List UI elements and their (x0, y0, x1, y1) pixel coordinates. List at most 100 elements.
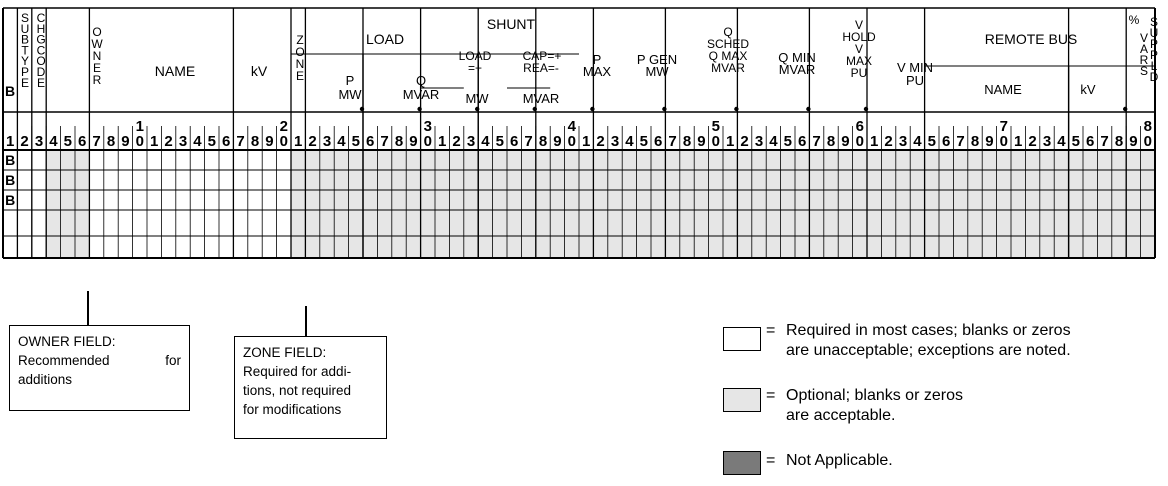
column-number: 6 (222, 133, 230, 150)
legend-swatch-not-applicable (723, 451, 761, 475)
column-number: 7 (236, 133, 244, 150)
vhold-label: HOLD (842, 30, 876, 44)
column-number: 9 (841, 133, 849, 150)
pgen-unit: MW (645, 64, 669, 79)
legend-swatch-optional (723, 388, 761, 412)
column-number: 4 (913, 133, 922, 150)
column-number: 1 (6, 133, 14, 150)
decimal-point-dot (475, 106, 480, 112)
column-number: 1 (726, 133, 734, 150)
column-number: 5 (352, 133, 360, 150)
owner-note-word: Recommended (18, 353, 110, 368)
column-number: 8 (683, 133, 691, 150)
form-grid-lines (2, 7, 1156, 259)
column-number: 7 (524, 133, 532, 150)
decimal-point-dot (590, 106, 595, 112)
zone-note-line: Required for addi- (243, 364, 352, 379)
column-number: 9 (1129, 133, 1137, 150)
column-number: 9 (985, 133, 993, 150)
column-number: 3 (899, 133, 907, 150)
zone-field-note: ZONE FIELD: Required for addi- tions, no… (234, 336, 387, 439)
column-number: 2 (308, 133, 316, 150)
vmin-unit: PU (906, 73, 924, 88)
column-number: 2 (596, 133, 604, 150)
decade-marker: 4 (568, 118, 577, 135)
column-number: 1 (294, 133, 302, 150)
decimal-point-dot (359, 106, 365, 112)
decimal-point-dot (417, 106, 422, 112)
column-number: 8 (395, 133, 403, 150)
column-number: 8 (251, 133, 259, 150)
decade-marker: 8 (1144, 118, 1152, 135)
column-number: 8 (539, 133, 547, 150)
column-number: 3 (611, 133, 619, 150)
decade-marker: 2 (280, 118, 288, 135)
column-number: 7 (380, 133, 388, 150)
legend-text-line: Optional; blanks or zeros (786, 387, 963, 404)
column-number: 4 (193, 133, 202, 150)
vmax-label: MAX (846, 54, 872, 68)
kv-header: kV (251, 63, 268, 79)
record-type-label: B (5, 83, 15, 99)
column-number: 6 (798, 133, 806, 150)
decimal-point-markers (359, 106, 1128, 112)
decimal-point-dot (863, 106, 869, 112)
record-type-column: BBB (5, 152, 15, 208)
owner-note-line: Recommended for (18, 351, 181, 370)
column-number: 6 (1086, 133, 1094, 150)
column-number: 1 (438, 133, 446, 150)
column-number: 5 (1072, 133, 1080, 150)
vhold-unit: PU (851, 66, 868, 80)
qmax-unit: MVAR (711, 61, 745, 75)
decade-marker: 5 (712, 118, 720, 135)
column-number: 2 (1028, 133, 1036, 150)
owner-note-word: for (165, 353, 181, 368)
column-number: 0 (280, 133, 288, 150)
load-q-unit: MVAR (403, 87, 440, 102)
pmax-header: P (593, 52, 602, 67)
column-number: 0 (712, 133, 720, 150)
legend-item-required: = Required in most cases; blanks or zero… (766, 321, 1071, 361)
legend-item-not-applicable: = Not Applicable. (766, 451, 893, 471)
remote-bus-header: REMOTE BUS (985, 31, 1078, 47)
zone-note-title: ZONE FIELD: (243, 345, 327, 360)
pct-vars-symbol: % (1129, 13, 1140, 27)
qmax-label: Q MAX (709, 49, 748, 63)
column-number: 6 (78, 133, 86, 150)
qmin-unit: MVAR (779, 62, 816, 77)
decimal-point-dot (1123, 106, 1128, 112)
column-number: 3 (35, 133, 43, 150)
column-number: 5 (496, 133, 504, 150)
remote-kv-header: kV (1080, 82, 1096, 97)
legend-swatch-required (723, 327, 761, 351)
column-number: 0 (856, 133, 864, 150)
row-record-type: B (5, 152, 15, 168)
decimal-point-dot (532, 106, 537, 112)
column-number: 6 (366, 133, 374, 150)
vhold-header: V (855, 18, 863, 32)
decade-marker: 6 (856, 118, 864, 135)
qmin-header: Q MIN (778, 50, 816, 65)
legend-equals: = (766, 387, 776, 404)
column-number: 8 (107, 133, 115, 150)
column-number: 4 (481, 133, 490, 150)
column-number: 5 (640, 133, 648, 150)
column-number: 3 (323, 133, 331, 150)
shunt-cap-unit: MVAR (523, 91, 560, 106)
shunt-header: SHUNT (487, 16, 536, 32)
shunt-cap-header: CAP=+ (523, 49, 562, 63)
column-number: 1 (1014, 133, 1022, 150)
column-number: 5 (208, 133, 216, 150)
shunt-load-header: LOAD (459, 49, 492, 63)
column-number: 7 (1100, 133, 1108, 150)
legend-item-optional: = Optional; blanks or zeros are acceptab… (766, 386, 963, 426)
decimal-point-dot (662, 106, 667, 112)
name-header: NAME (155, 63, 195, 79)
pmax-unit: MAX (583, 64, 612, 79)
column-number: 2 (884, 133, 892, 150)
